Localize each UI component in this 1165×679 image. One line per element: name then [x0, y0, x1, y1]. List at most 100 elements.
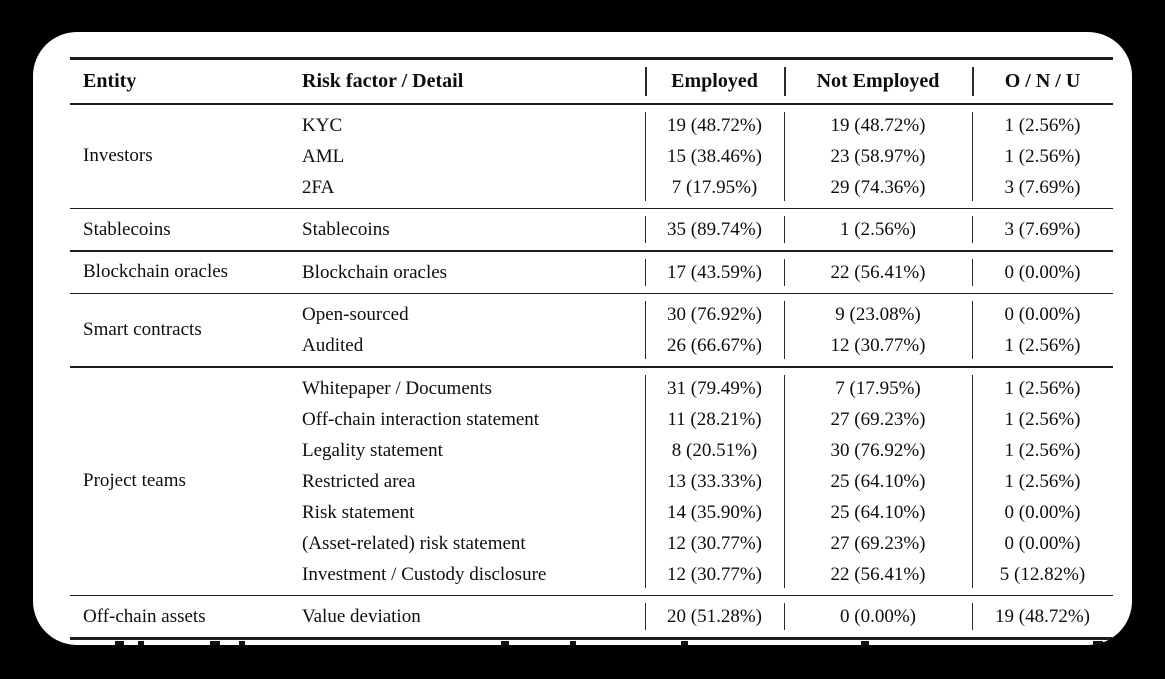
- onu-cell: 1 (2.56%) 1 (2.56%) 3 (7.69%): [972, 110, 1113, 203]
- onu-cell: 3 (7.69%): [972, 214, 1113, 245]
- header-bottom-rule: [70, 102, 1113, 105]
- value-line: 0 (0.00%): [840, 606, 916, 627]
- clipped-text-remnant: [239, 641, 245, 645]
- employed-cell: 35 (89.74%): [645, 214, 784, 245]
- value-line: 22 (56.41%): [830, 261, 926, 283]
- group-separator-rule: [70, 366, 1113, 368]
- value-line: 31 (79.49%): [667, 377, 762, 399]
- table-group: Stablecoins Stablecoins 35 (89.74%) 1 (2.56…: [70, 209, 1113, 250]
- not-employed-cell: 19 (48.72%) 23 (58.97%) 29 (74.36%): [784, 110, 972, 203]
- risk-factor-line: KYC: [302, 114, 343, 136]
- column-header-entity: Entity: [83, 69, 137, 92]
- risk-factor-line: Audited: [302, 335, 364, 356]
- column-header-risk-factor: Risk factor / Detail: [302, 69, 464, 92]
- value-line: 19 (48.72%): [830, 114, 926, 136]
- table-group: Investors KYC AML 2FA 19 (48.72%) 15 (38.46%)…: [70, 105, 1113, 208]
- risk-factor-line: Restricted area: [302, 470, 416, 492]
- risk-factor-line: (Asset-related) risk statement: [302, 532, 526, 554]
- onu-cell: 19 (48.72%): [972, 601, 1113, 632]
- clipped-text-remnant: [138, 641, 144, 645]
- value-line: 0 (0.00%): [1004, 532, 1081, 554]
- value-line: 19 (48.72%): [667, 114, 762, 136]
- value-line: 1 (2.56%): [840, 219, 916, 240]
- table-group: Blockchain oracles Blockchain oracles 17 (…: [70, 252, 1113, 293]
- paper-table-card: Entity Risk factor / Detail Employed Not…: [33, 32, 1132, 645]
- risk-detail-cell: Stablecoins: [302, 214, 645, 245]
- not-employed-cell: 1 (2.56%): [784, 214, 972, 245]
- risk-detail-cell: Blockchain oracles: [302, 257, 645, 288]
- value-line: 12 (30.77%): [667, 532, 762, 554]
- risk-factor-line: Whitepaper / Documents: [302, 377, 492, 399]
- entity-cell: Smart contracts: [83, 319, 202, 340]
- risk-factor-line: Value deviation: [302, 606, 421, 627]
- value-line: 3 (7.69%): [1004, 219, 1081, 240]
- value-line: 0 (0.00%): [1004, 501, 1081, 523]
- value-line: 3 (7.69%): [1004, 176, 1081, 198]
- value-line: 7 (17.95%): [671, 176, 758, 198]
- value-line: 17 (43.59%): [667, 261, 762, 283]
- risk-factor-line: Legality statement: [302, 439, 443, 461]
- risk-detail-cell: Value deviation: [302, 601, 645, 632]
- column-header-employed: Employed: [645, 60, 784, 103]
- not-employed-cell: 0 (0.00%): [784, 601, 972, 632]
- employed-cell: 30 (76.92%) 26 (66.67%): [645, 299, 784, 361]
- value-line: 0 (0.00%): [1004, 261, 1081, 283]
- value-line: 5 (12.82%): [999, 563, 1086, 585]
- column-header-onu: O / N / U: [972, 60, 1113, 103]
- table-top-rule: [70, 57, 1113, 60]
- group-separator-rule: [70, 594, 1113, 596]
- table-group: Off-chain assets Value deviation 20 (51.28…: [70, 596, 1113, 637]
- risk-factor-line: Off-chain interaction statement: [302, 408, 540, 430]
- value-line: 12 (30.77%): [667, 563, 762, 585]
- entity-cell: Project teams: [83, 470, 186, 491]
- value-line: 7 (17.95%): [835, 377, 921, 399]
- risk-factor-line: AML: [302, 145, 345, 167]
- risk-detail-cell: Open-sourced Audited: [302, 299, 645, 361]
- value-line: 27 (69.23%): [830, 532, 926, 554]
- value-line: 30 (76.92%): [667, 304, 762, 325]
- risk-factor-line: Blockchain oracles: [302, 261, 448, 283]
- value-line: 13 (33.33%): [667, 470, 762, 492]
- risk-factor-line: Stablecoins: [302, 219, 390, 240]
- value-line: 9 (23.08%): [835, 304, 921, 325]
- entity-cell: Blockchain oracles: [83, 261, 229, 282]
- group-separator-rule: [70, 207, 1113, 209]
- value-line: 1 (2.56%): [1004, 377, 1081, 399]
- clipped-text-remnant: [115, 641, 124, 645]
- value-line: 22 (56.41%): [830, 563, 926, 585]
- risk-factor-line: Investment / Custody disclosure: [302, 563, 547, 585]
- column-header-not-employed: Not Employed: [784, 60, 972, 103]
- clipped-text-remnant: [501, 641, 509, 645]
- value-line: 1 (2.56%): [1004, 114, 1081, 136]
- value-line: 30 (76.92%): [830, 439, 926, 461]
- value-line: 25 (64.10%): [830, 501, 926, 523]
- table-body: Investors KYC AML 2FA 19 (48.72%) 15 (38.46%)…: [70, 105, 1113, 638]
- value-line: 29 (74.36%): [830, 176, 926, 198]
- value-line: 1 (2.56%): [1004, 145, 1081, 167]
- value-line: 11 (28.21%): [667, 408, 762, 430]
- value-line: 19 (48.72%): [995, 606, 1090, 627]
- value-line: 14 (35.90%): [667, 501, 762, 523]
- group-separator-rule: [70, 250, 1113, 252]
- not-employed-cell: 9 (23.08%) 12 (30.77%): [784, 299, 972, 361]
- value-line: 1 (2.56%): [1004, 470, 1081, 492]
- value-line: 1 (2.56%): [1004, 335, 1081, 356]
- value-line: 26 (66.67%): [667, 335, 762, 356]
- onu-cell: 1 (2.56%) 1 (2.56%) 1 (2.56%) 1 (2.56%) 0 (0…: [972, 373, 1113, 590]
- onu-cell: 0 (0.00%): [972, 257, 1113, 288]
- table-group: Project teams Whitepaper / Documents Off-c…: [70, 368, 1113, 595]
- entity-cell: Off-chain assets: [83, 605, 206, 627]
- risk-factor-table: Entity Risk factor / Detail Employed Not…: [70, 57, 1113, 640]
- employed-cell: 17 (43.59%): [645, 257, 784, 288]
- table-group: Smart contracts Open-sourced Audited 30 (76…: [70, 294, 1113, 366]
- not-employed-cell: 22 (56.41%): [784, 257, 972, 288]
- clipped-text-remnant: [570, 641, 576, 645]
- employed-cell: 20 (51.28%): [645, 601, 784, 632]
- clipped-text-remnant: [210, 641, 220, 645]
- employed-cell: 19 (48.72%) 15 (38.46%) 7 (17.95%): [645, 110, 784, 203]
- value-line: 35 (89.74%): [667, 219, 762, 240]
- risk-detail-cell: Whitepaper / Documents Off-chain interact…: [302, 373, 645, 590]
- value-line: 20 (51.28%): [667, 606, 762, 627]
- entity-cell: Investors: [83, 145, 153, 166]
